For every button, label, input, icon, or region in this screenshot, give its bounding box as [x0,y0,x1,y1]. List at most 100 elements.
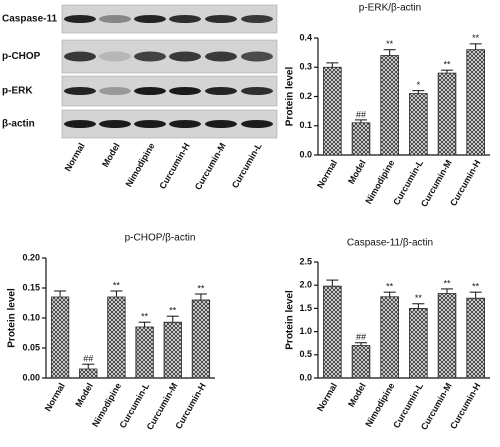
x-tick-label: Nimodipine [363,158,396,205]
blot-band [64,120,96,128]
lane-label: Curcumin-M [193,141,228,191]
x-tick-label: Curcumin-H [173,381,207,431]
bar [409,93,428,156]
bar [351,122,371,156]
blot-band [241,51,273,62]
blot-label: p-CHOP [2,51,41,62]
chart-title: p-ERK/β-actin [359,3,421,14]
blot-band [205,51,237,62]
significance: ** [443,278,451,288]
bar [163,321,182,379]
bar [380,55,399,156]
y-tick-label: 2.5 [299,256,312,266]
bar [351,345,371,379]
bar [323,66,342,156]
bar [323,285,342,379]
y-tick-label: 1.5 [299,303,312,313]
bar [437,293,457,379]
blot-band [205,120,237,128]
bar [466,297,485,379]
x-tick-label: Curcumin-H [448,158,482,208]
y-tick-label: 0.4 [299,32,312,42]
bar [191,299,211,379]
x-tick-label: Curcumin-H [448,381,482,431]
y-axis-label: Protein level [285,290,296,350]
significance: ** [197,283,205,293]
blot-band [205,15,237,23]
y-tick-label: 1.0 [299,326,312,336]
x-tick-label: Nimodipine [90,381,123,428]
bar [380,296,399,379]
bar [107,296,126,379]
significance: * [417,80,421,90]
y-tick-label: 0.05 [22,342,40,352]
blot-band [134,87,166,95]
x-tick-label: Nimodipine [363,381,396,428]
x-tick-label: Normal [315,158,339,190]
significance: ## [356,332,366,342]
y-tick-label: 0.10 [22,312,40,322]
blot-label: β-actin [2,119,35,130]
y-tick-label: 0.00 [22,372,40,382]
y-tick-label: 0.15 [22,282,40,292]
significance: ** [472,282,480,292]
blot-band [99,120,131,128]
y-tick-label: 0.20 [22,252,40,262]
blot-band [99,87,131,95]
significance: ** [386,39,394,49]
y-tick-label: 0.2 [299,91,312,101]
blot-band [64,51,96,62]
blot-label: p-ERK [2,86,33,97]
y-axis-label: Protein level [7,288,18,348]
significance: ** [386,282,394,292]
y-tick-label: 0.3 [299,62,312,72]
blot-label: Caspase-11 [2,14,57,25]
blot-band [241,87,273,95]
lane-label: Curcumin-L [230,141,264,190]
significance: ## [83,354,93,364]
bar [437,72,457,156]
y-tick-label: 0.1 [299,120,312,130]
x-tick-label: Normal [315,381,339,413]
significance: ** [415,293,423,303]
significance: ** [472,33,480,43]
y-axis-label: Protein level [285,67,296,127]
bar [466,49,485,156]
lane-label: Nimodipine [124,141,157,188]
significance: ** [141,312,149,322]
y-tick-label: 0.5 [299,349,312,359]
blot-band [169,15,201,23]
y-tick-label: 0.0 [299,372,312,382]
x-tick-label: Model [73,381,95,409]
blot-band [241,120,273,128]
blot-band [64,15,96,23]
bar [409,307,428,379]
chart-title: p-CHOP/β-actin [125,233,196,244]
blot-band [169,120,201,128]
blot-band [241,15,273,23]
blot-band [134,120,166,128]
lane-label: Model [100,141,122,169]
lane-label: Normal [63,141,87,173]
chart-title: Caspase-11/β-actin [347,238,433,249]
blot-band [134,51,166,62]
blot-band [99,15,131,23]
blot-band [169,51,201,62]
x-tick-label: Normal [43,381,67,413]
bar [79,368,98,379]
blot-band [64,87,96,95]
x-tick-label: Model [346,381,368,409]
lane-label: Curcumin-H [157,141,191,191]
bar [135,326,154,379]
blot-band [205,87,237,95]
y-tick-label: 2.0 [299,280,312,290]
blot-band [134,15,166,23]
blot-band [99,51,131,62]
bar [50,296,70,379]
y-tick-label: 0.0 [299,149,312,159]
significance: ## [356,109,366,119]
blot-band [169,87,201,95]
x-tick-label: Model [346,158,368,186]
significance: ** [113,280,121,290]
